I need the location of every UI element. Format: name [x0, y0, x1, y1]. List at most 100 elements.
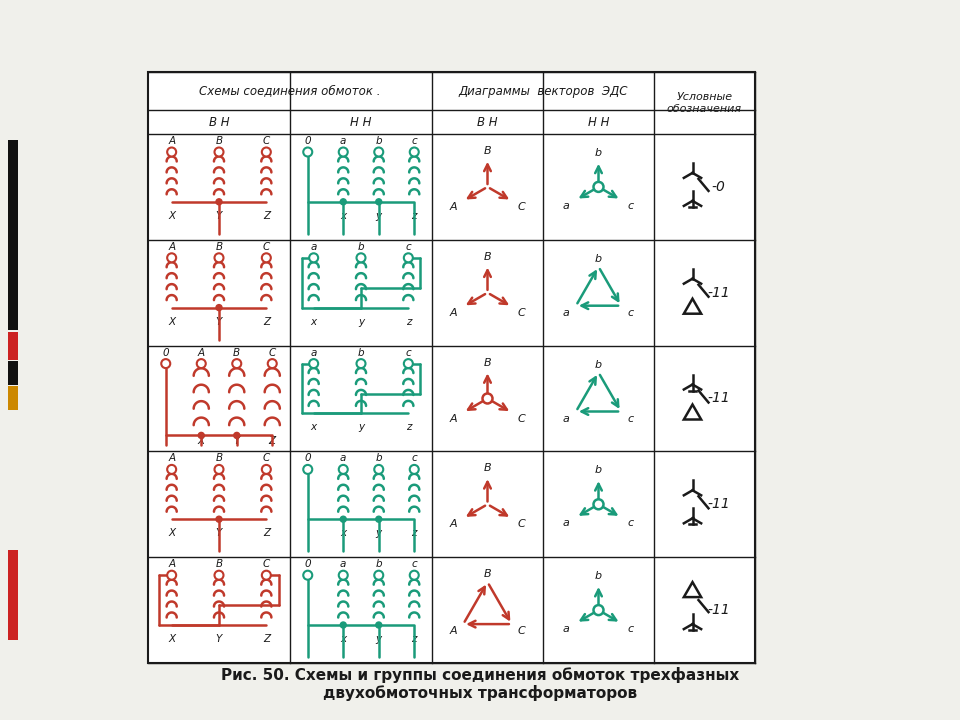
Circle shape [404, 359, 413, 368]
Text: B: B [215, 242, 223, 252]
Text: Z: Z [269, 436, 276, 446]
Text: b: b [375, 454, 382, 464]
Text: b: b [595, 571, 602, 581]
Bar [8, 361, 18, 385]
Circle shape [262, 148, 271, 156]
Text: A: A [449, 413, 457, 423]
Circle shape [593, 605, 604, 615]
Text: c: c [628, 624, 634, 634]
Text: c: c [405, 348, 411, 358]
Text: A: A [198, 348, 204, 358]
Text: c: c [628, 413, 634, 423]
Bar [8, 332, 18, 360]
Text: X: X [198, 436, 204, 446]
Text: b: b [358, 348, 364, 358]
Text: Н Н: Н Н [350, 115, 372, 128]
Text: a: a [340, 454, 347, 464]
Text: Рис. 50. Схемы и группы соединения обмоток трехфазных: Рис. 50. Схемы и группы соединения обмот… [221, 667, 739, 683]
Text: a: a [563, 201, 569, 211]
Text: двухобмоточных трансформаторов: двухобмоточных трансформаторов [323, 685, 637, 701]
Text: -0: -0 [711, 180, 726, 194]
Text: X: X [168, 528, 176, 539]
Text: C: C [517, 413, 526, 423]
Text: a: a [340, 136, 347, 146]
Circle shape [216, 516, 222, 522]
Text: b: b [595, 148, 602, 158]
Text: c: c [628, 201, 634, 211]
Text: C: C [263, 454, 270, 464]
Circle shape [340, 622, 347, 628]
Text: Z: Z [263, 634, 270, 644]
Text: A: A [449, 626, 457, 636]
Text: -11: -11 [708, 392, 730, 405]
Text: A: A [449, 307, 457, 318]
Text: A: A [168, 559, 176, 570]
Circle shape [167, 465, 177, 474]
Text: x: x [311, 317, 317, 327]
Circle shape [309, 359, 318, 368]
Text: B: B [215, 454, 223, 464]
Circle shape [232, 359, 241, 368]
Circle shape [197, 359, 205, 368]
Text: X: X [168, 634, 176, 644]
Text: y: y [358, 423, 364, 433]
Text: 0: 0 [304, 559, 311, 570]
Text: c: c [412, 454, 418, 464]
Circle shape [214, 148, 224, 156]
Text: x: x [340, 634, 347, 644]
Text: В Н: В Н [477, 115, 498, 128]
Text: b: b [595, 465, 602, 475]
Text: y: y [375, 211, 382, 221]
Text: Z: Z [263, 211, 270, 221]
Text: X: X [168, 211, 176, 221]
Text: c: c [405, 242, 411, 252]
Circle shape [214, 253, 224, 262]
Circle shape [483, 394, 492, 403]
Circle shape [216, 199, 222, 204]
Circle shape [233, 433, 240, 438]
Circle shape [167, 148, 177, 156]
Text: c: c [628, 518, 634, 528]
Text: C: C [517, 202, 526, 212]
Text: C: C [263, 136, 270, 146]
Text: Н Н: Н Н [588, 115, 610, 128]
Text: y: y [375, 634, 382, 644]
Circle shape [216, 305, 222, 310]
Text: A: A [168, 242, 176, 252]
Text: Схемы соединения обмоток .: Схемы соединения обмоток . [200, 84, 381, 97]
Text: Условные
обозначения: Условные обозначения [667, 92, 742, 114]
Text: z: z [405, 423, 411, 433]
Text: B: B [233, 348, 240, 358]
Text: 0: 0 [304, 136, 311, 146]
Circle shape [309, 253, 318, 262]
Text: Y: Y [216, 317, 222, 327]
Text: x: x [311, 423, 317, 433]
Text: Диаграммы  векторов  ЭДС: Диаграммы векторов ЭДС [458, 84, 628, 97]
Circle shape [593, 499, 604, 509]
Circle shape [375, 516, 382, 522]
Circle shape [404, 253, 413, 262]
Circle shape [214, 465, 224, 474]
Text: B: B [484, 463, 492, 473]
Text: A: A [449, 519, 457, 529]
Text: b: b [595, 359, 602, 369]
Circle shape [339, 465, 348, 474]
Text: B: B [484, 146, 492, 156]
Circle shape [374, 571, 383, 580]
Text: Y: Y [216, 211, 222, 221]
Circle shape [410, 571, 419, 580]
Bar [8, 386, 18, 410]
Text: z: z [412, 528, 417, 539]
Circle shape [167, 571, 177, 580]
Text: В Н: В Н [208, 115, 229, 128]
Text: a: a [340, 559, 347, 570]
Circle shape [268, 359, 276, 368]
Text: B: B [484, 358, 492, 367]
Circle shape [161, 359, 170, 368]
Circle shape [375, 199, 382, 204]
Circle shape [375, 622, 382, 628]
Text: Y: Y [216, 528, 222, 539]
Text: a: a [310, 242, 317, 252]
Text: 0: 0 [162, 348, 169, 358]
Bar [8, 140, 18, 330]
